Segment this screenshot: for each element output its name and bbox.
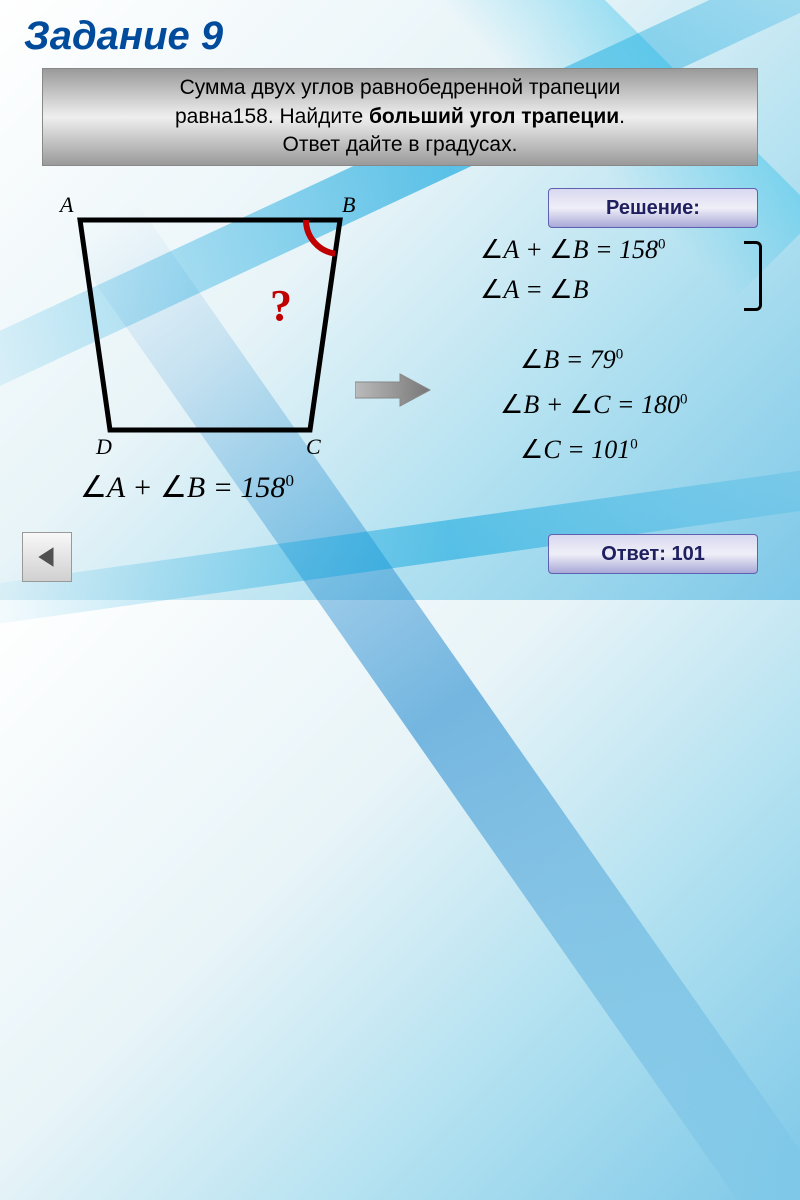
problem-line2-bold: больший угол трапеции [369,105,619,128]
nav-back-button[interactable] [22,532,72,582]
vertex-label-A: A [60,192,73,218]
angle-arc [306,220,335,254]
solution-button[interactable]: Решение: [548,188,758,228]
vertex-label-D: D [96,434,112,460]
trapezoid-figure: A B C D ? [40,180,400,500]
vertex-label-B: B [342,192,355,218]
problem-line2-pre: равна158. Найдите [175,105,369,128]
problem-statement: Сумма двух углов равнобедренной трапеции… [42,68,758,166]
brace-right [744,241,762,311]
problem-line2-post: . [619,105,625,128]
solution-steps: ∠A + ∠B = 1580 ∠A = ∠B ∠B = 790 ∠B + ∠C … [400,235,780,495]
solution-label: Решение: [606,197,700,220]
vertex-label-C: C [306,434,321,460]
answer-button[interactable]: Ответ: 101 [548,534,758,574]
equation-under-figure: ∠A + ∠B = 1580 [80,470,294,505]
page-title: Задание 9 [24,14,223,59]
eq-A-eq-B: ∠A = ∠B [480,275,588,305]
eq-BC-180: ∠B + ∠C = 1800 [500,390,687,420]
eq-B-79: ∠B = 790 [520,345,623,375]
eq-C-101: ∠C = 1010 [520,435,638,465]
problem-line3: Ответ дайте в градусах. [283,133,518,156]
trapezoid-shape [80,220,340,430]
eq-sum-AB: ∠A + ∠B = 1580 [480,235,666,265]
trapezoid-svg [40,180,400,480]
triangle-left-icon [34,544,60,570]
answer-label: Ответ: 101 [601,543,705,566]
problem-line1: Сумма двух углов равнобедренной трапеции [180,76,621,99]
question-mark: ? [270,280,292,331]
